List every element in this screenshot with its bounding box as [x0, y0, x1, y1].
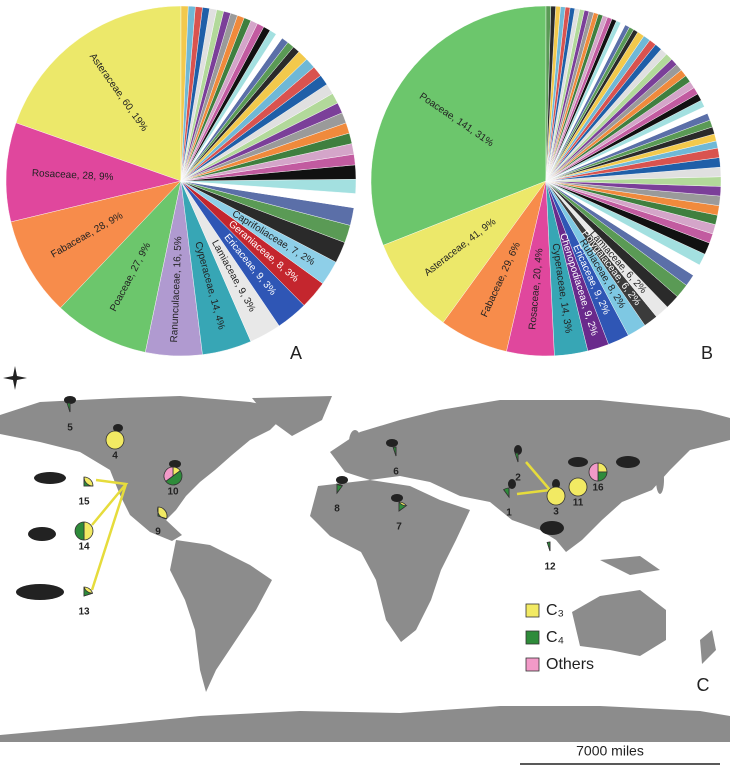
land	[0, 396, 290, 541]
legend-label: C₃	[546, 602, 564, 619]
land	[0, 706, 730, 742]
site-label: 10	[167, 487, 179, 498]
pie-slice	[10, 180, 182, 309]
land	[572, 590, 666, 656]
slice-label: Rosaceae, 28, 9%	[32, 168, 114, 183]
animal-icon	[113, 424, 123, 432]
animal-icon	[169, 460, 181, 468]
animal-icon	[64, 396, 76, 404]
pie-slice	[60, 180, 182, 353]
slice-label: Ranunculaceae, 16, 5%	[169, 236, 184, 343]
animal-icon	[16, 584, 64, 600]
animal-icon	[514, 445, 522, 455]
animal-icon	[552, 479, 560, 489]
animal-icon	[616, 456, 640, 468]
pie-slice	[382, 180, 547, 323]
site-slice	[546, 541, 551, 552]
land	[170, 540, 272, 692]
panel-letter: B	[701, 343, 713, 363]
legend-label: Others	[546, 656, 594, 673]
compass-rose	[3, 366, 27, 390]
site-label: 8	[334, 504, 340, 515]
legend-swatch	[525, 630, 540, 645]
site-slice	[157, 506, 167, 520]
legend-swatch	[525, 603, 540, 618]
legend-label: C₄	[546, 629, 564, 646]
animal-icon	[568, 457, 588, 467]
connectors	[90, 461, 551, 591]
pie-slice	[545, 5, 552, 182]
connector	[516, 461, 551, 496]
pie-slice	[5, 122, 182, 223]
site-slice	[83, 521, 94, 541]
site-slice	[105, 430, 125, 450]
site-slice	[392, 446, 397, 457]
animal-icon	[28, 527, 56, 541]
site-label: 11	[573, 498, 584, 509]
animals	[16, 396, 640, 600]
site-label: 12	[544, 562, 556, 573]
pie-slice	[180, 5, 189, 182]
site-slice	[588, 462, 599, 482]
site-label: 16	[592, 483, 604, 494]
animal-icon	[386, 439, 398, 447]
site-slice	[83, 476, 94, 487]
land	[252, 396, 332, 436]
land	[330, 400, 730, 552]
animal-icon	[34, 472, 66, 484]
site-slice	[398, 500, 408, 512]
site-slice	[546, 486, 566, 506]
site-label: 7	[396, 522, 402, 533]
land	[656, 466, 664, 494]
panel-letter: A	[290, 343, 302, 363]
land	[349, 430, 361, 454]
site-slice	[163, 466, 174, 482]
animal-icon	[540, 521, 564, 535]
animal-icon	[391, 494, 403, 502]
site-slice	[514, 452, 519, 463]
pie-slice	[370, 5, 547, 246]
land	[600, 556, 660, 575]
site-slice	[165, 470, 183, 486]
site-label: 6	[393, 467, 399, 478]
scale-label: 7000 miles	[576, 743, 644, 759]
panel-letter: C	[697, 675, 710, 695]
site-label: 5	[67, 423, 73, 434]
site-label: 15	[78, 497, 90, 508]
site-label: 3	[553, 507, 559, 518]
site-label: 13	[78, 607, 90, 618]
world-map	[0, 396, 730, 742]
land	[310, 480, 470, 642]
site-label: 9	[155, 527, 161, 538]
site-slice	[336, 483, 344, 495]
site-slice	[503, 487, 510, 499]
animal-icon	[336, 476, 348, 484]
land	[700, 630, 716, 664]
site-slice	[74, 521, 85, 541]
site-slice	[66, 402, 71, 413]
site-label: 14	[78, 542, 90, 553]
compass	[3, 366, 27, 390]
site-slice	[568, 477, 588, 497]
connector	[90, 478, 129, 591]
site-label: 4	[112, 451, 118, 462]
site-label: 1	[506, 508, 512, 519]
site-slice	[83, 586, 93, 597]
site-label: 2	[515, 473, 521, 484]
animal-icon	[508, 479, 516, 489]
legend-swatch	[525, 657, 540, 672]
